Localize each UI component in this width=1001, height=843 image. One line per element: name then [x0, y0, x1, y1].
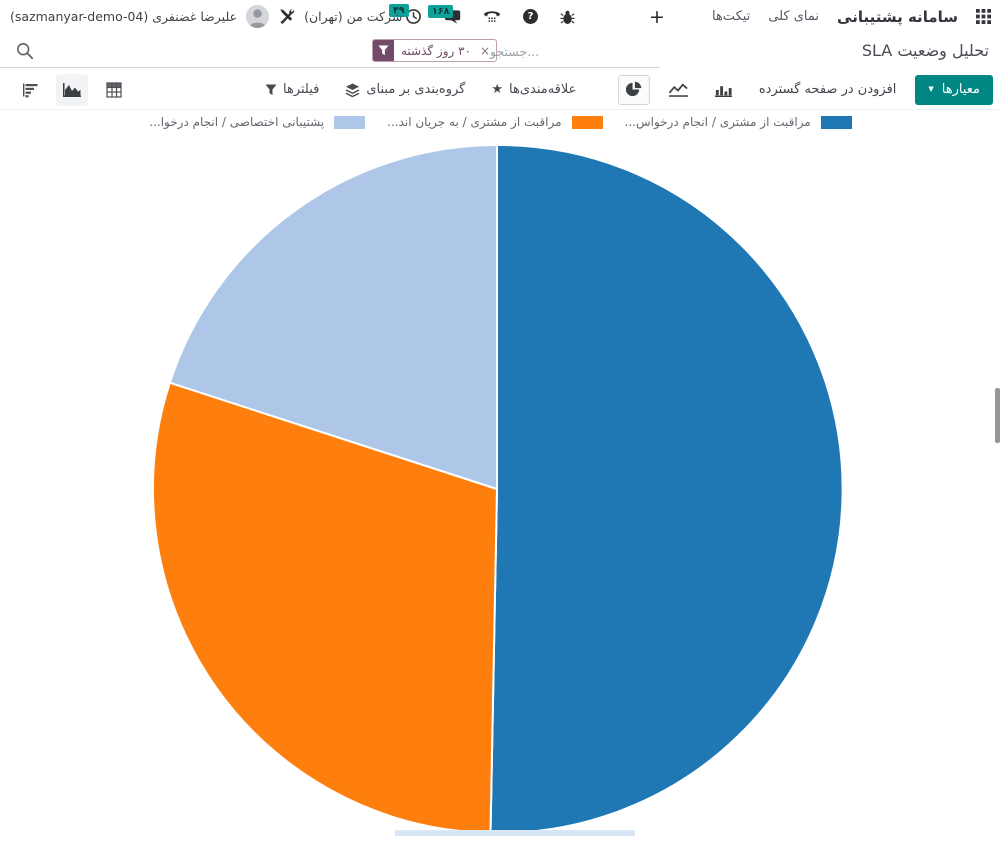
- favorites-dropdown[interactable]: ★ علاقه‌مندی‌ها: [491, 82, 576, 97]
- layers-icon: [346, 82, 360, 97]
- tooltip-edge: [395, 830, 635, 836]
- measures-button[interactable]: ▼ معیارها: [915, 74, 993, 105]
- user-area: علیرضا غضنفری (sazmanyar-demo-04) شرکت م…: [10, 0, 402, 33]
- pie-slice[interactable]: [489, 143, 844, 834]
- pie-chart-icon: [626, 81, 642, 97]
- menu-tickets[interactable]: تیکت‌ها: [711, 9, 751, 24]
- pie-slice[interactable]: [151, 381, 498, 834]
- search-bar[interactable]: ۳۰ روز گذشته × جستجو...: [0, 34, 660, 68]
- tools-wrench-icon[interactable]: [278, 8, 295, 25]
- legend-swatch: [571, 115, 603, 129]
- page-title: تحلیل وضعیت SLA: [861, 41, 989, 60]
- legend-swatch: [820, 115, 852, 129]
- sort-bars-icon[interactable]: [14, 74, 46, 106]
- pivot-view-grid-icon[interactable]: [98, 74, 130, 106]
- messages-chat-icon[interactable]: ۱۶۸: [428, 4, 461, 25]
- filter-funnel-icon: [265, 84, 277, 95]
- voip-phone-icon[interactable]: [483, 9, 501, 24]
- pie-chart[interactable]: [147, 139, 847, 839]
- search-icon: [16, 42, 34, 64]
- user-menu[interactable]: علیرضا غضنفری (sazmanyar-demo-04): [10, 9, 238, 24]
- apps-grid-icon[interactable]: [976, 9, 991, 24]
- legend-item[interactable]: پشتیبانی اختصاصی / انجام درخوا...: [149, 115, 366, 129]
- avatar[interactable]: [246, 5, 270, 28]
- pie-slice[interactable]: [168, 144, 498, 490]
- line-chart-type-button[interactable]: [663, 75, 695, 105]
- filters-dropdown[interactable]: فیلترها: [265, 82, 319, 97]
- menu-overview[interactable]: نمای کلی: [768, 9, 820, 24]
- view-switchers: [14, 69, 130, 110]
- company-menu[interactable]: شرکت من (تهران): [304, 9, 403, 24]
- insert-in-spreadsheet-button[interactable]: افزودن در صفحه گسترده: [758, 82, 897, 97]
- messages-badge: ۱۶۸: [428, 4, 454, 18]
- legend-item[interactable]: مراقبت از مشتری / به جریان اند...: [387, 115, 603, 129]
- bar-chart-type-button[interactable]: [708, 75, 740, 105]
- activities-badge: ۴۹: [389, 4, 409, 17]
- chart-legend: پشتیبانی اختصاصی / انجام درخوا... مراقبت…: [0, 115, 1001, 129]
- measures-label: معیارها: [941, 82, 980, 97]
- top-bar: سامانه پشتیبانی نمای کلی تیکت‌ها ۴۹ ۱۶۸ …: [0, 0, 1001, 33]
- group-by-dropdown[interactable]: گروه‌بندی بر مبنای: [345, 82, 465, 97]
- star-icon: ★: [491, 82, 504, 97]
- favorites-label: علاقه‌مندی‌ها: [509, 82, 577, 97]
- pie-chart-type-button[interactable]: [617, 74, 650, 105]
- bug-icon[interactable]: [560, 9, 575, 25]
- graph-view-area-chart-icon[interactable]: [56, 73, 88, 106]
- facet-remove-icon[interactable]: ×: [480, 43, 491, 58]
- line-chart-icon: [669, 83, 689, 97]
- legend-swatch: [334, 115, 366, 129]
- filters-label: فیلترها: [283, 82, 320, 97]
- plus-icon[interactable]: +: [649, 5, 665, 28]
- control-panel: فیلترها گروه‌بندی بر مبنای ★ علاقه‌مندی‌…: [0, 69, 1001, 110]
- search-input[interactable]: جستجو...: [490, 44, 540, 59]
- vertical-scrollbar[interactable]: [995, 388, 1000, 443]
- main-nav: سامانه پشتیبانی نمای کلی تیکت‌ها: [712, 0, 991, 33]
- systray: ۴۹ ۱۶۸ ? +: [389, 0, 665, 33]
- search-facet-last-30-days[interactable]: ۳۰ روز گذشته ×: [372, 39, 498, 62]
- activities-clock-icon[interactable]: ۴۹: [389, 4, 422, 25]
- legend-item[interactable]: مراقبت از مشتری / انجام درخواس...: [625, 115, 852, 129]
- group-by-label: گروه‌بندی بر مبنای: [366, 82, 466, 97]
- bar-chart-icon: [715, 85, 733, 97]
- facet-value: ۳۰ روز گذشته: [401, 43, 472, 58]
- app-name[interactable]: سامانه پشتیبانی: [837, 7, 958, 26]
- facet-filter-icon: [373, 40, 394, 61]
- graph-toolbar: افزودن در صفحه گسترده ▼ معیارها: [617, 69, 993, 110]
- help-icon[interactable]: ?: [523, 9, 538, 24]
- search-options: فیلترها گروه‌بندی بر مبنای ★ علاقه‌مندی‌…: [265, 69, 576, 110]
- caret-down-icon: ▼: [928, 85, 934, 93]
